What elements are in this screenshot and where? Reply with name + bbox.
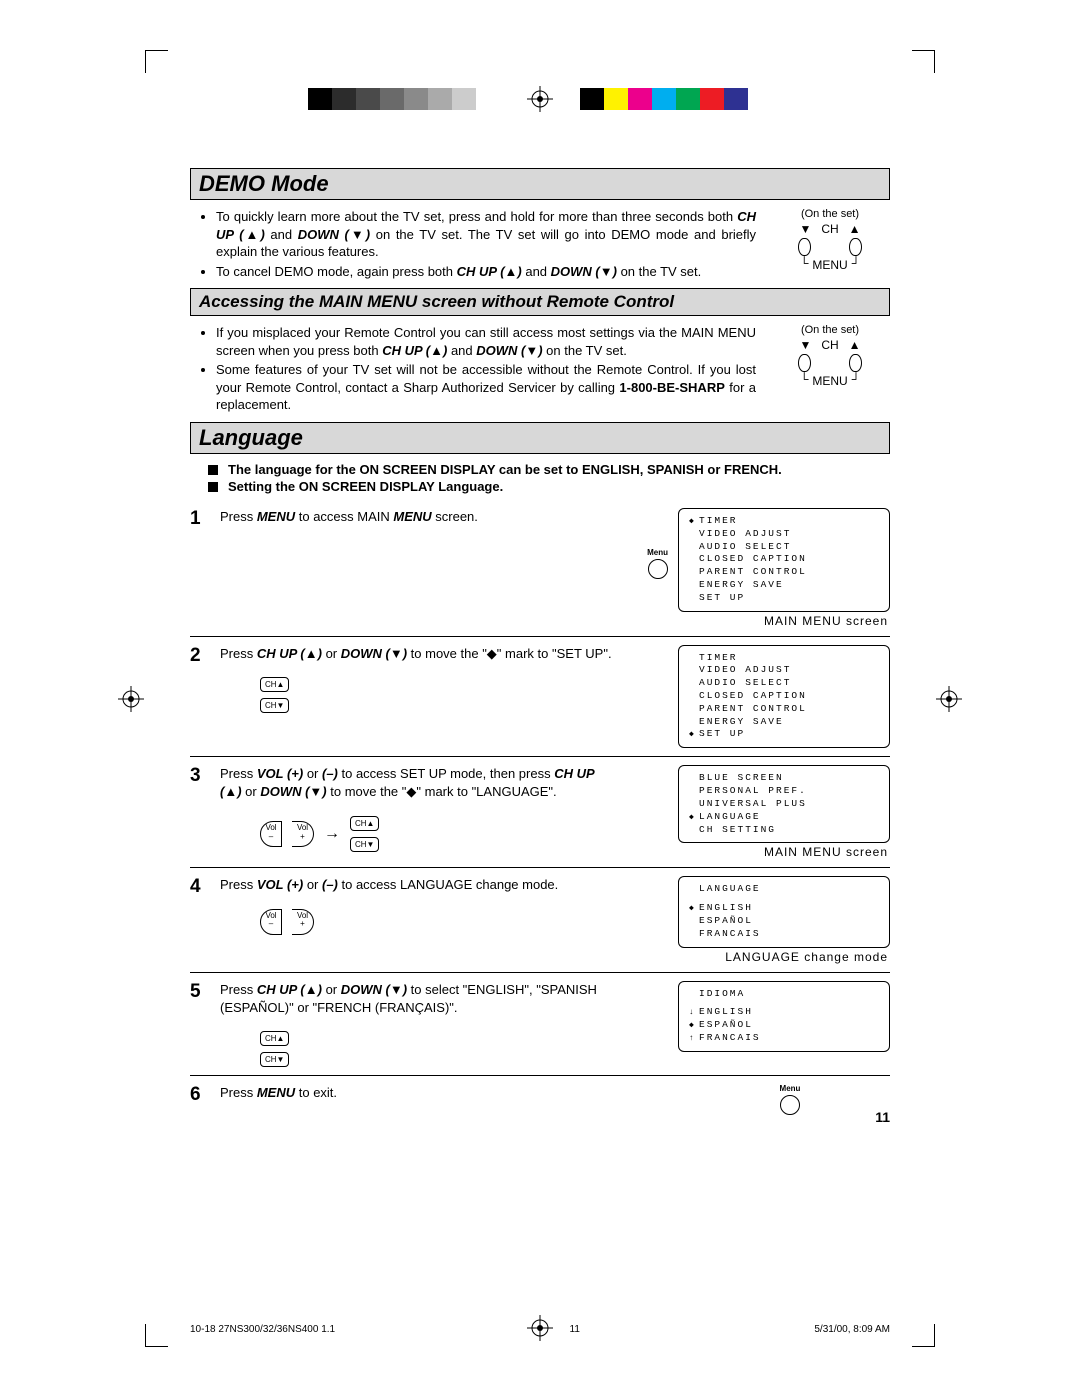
crop-mark: [912, 50, 935, 73]
osd-screen: TIMERVIDEO ADJUSTAUDIO SELECTCLOSED CAPT…: [678, 508, 890, 612]
page-number: 11: [875, 1109, 890, 1125]
step-row: 5Press CH UP (▲) or DOWN (▼) to select "…: [190, 973, 890, 1077]
registration-mark-icon: [936, 686, 962, 712]
registration-mark-icon: [527, 86, 553, 112]
step-diagram: BLUE SCREENPERSONAL PREF.UNIVERSAL PLUSL…: [630, 765, 890, 859]
step-text: Press VOL (+) or (–) to access LANGUAGE …: [220, 876, 622, 963]
footer: 10-18 27NS300/32/36NS400 1.1 11 5/31/00,…: [190, 1324, 890, 1335]
section-header-access: Accessing the MAIN MENU screen without R…: [190, 288, 890, 316]
footer-filename: 10-18 27NS300/32/36NS400 1.1: [190, 1324, 335, 1335]
step-text: Press MENU to access MAIN MENU screen.: [220, 508, 622, 628]
crop-mark: [145, 50, 168, 73]
section-header-language: Language: [190, 422, 890, 454]
step-diagram: Menu: [630, 1084, 890, 1116]
crop-mark: [145, 1324, 168, 1347]
footer-page: 11: [570, 1324, 580, 1335]
step-number: 2: [190, 645, 212, 749]
osd-caption: LANGUAGE change mode: [630, 950, 890, 964]
step-diagram: IDIOMA↓ENGLISHESPAÑOL↑FRANCAIS: [630, 981, 890, 1068]
demo-bullets: To quickly learn more about the TV set, …: [190, 208, 756, 282]
step-row: 6Press MENU to exit.Menu: [190, 1076, 890, 1124]
tv-set-diagram: (On the set) ▼CH▲ └MENU┘: [770, 208, 890, 282]
step-text: Press VOL (+) or (–) to access SET UP mo…: [220, 765, 622, 859]
step-row: 1Press MENU to access MAIN MENU screen.M…: [190, 500, 890, 637]
step-text: Press CH UP (▲) or DOWN (▼) to select "E…: [220, 981, 622, 1068]
step-number: 6: [190, 1084, 212, 1116]
step-row: 3Press VOL (+) or (–) to access SET UP m…: [190, 757, 890, 868]
step-text: Press MENU to exit.: [220, 1084, 622, 1116]
osd-screen: LANGUAGEENGLISHESPAÑOLFRANCAIS: [678, 876, 890, 947]
step-row: 4Press VOL (+) or (–) to access LANGUAGE…: [190, 868, 890, 972]
step-number: 1: [190, 508, 212, 628]
osd-caption: MAIN MENU screen: [630, 845, 890, 859]
tv-set-diagram: (On the set) ▼CH▲ └MENU┘: [770, 324, 890, 416]
registration-mark-icon: [118, 686, 144, 712]
osd-caption: MAIN MENU screen: [630, 614, 890, 628]
step-diagram: MenuTIMERVIDEO ADJUSTAUDIO SELECTCLOSED …: [630, 508, 890, 628]
section-header-demo: DEMO Mode: [190, 168, 890, 200]
step-diagram: TIMERVIDEO ADJUSTAUDIO SELECTCLOSED CAPT…: [630, 645, 890, 749]
step-number: 5: [190, 981, 212, 1068]
osd-screen: IDIOMA↓ENGLISHESPAÑOL↑FRANCAIS: [678, 981, 890, 1052]
page-content: DEMO Mode To quickly learn more about th…: [190, 168, 890, 1125]
access-bullets: If you misplaced your Remote Control you…: [190, 324, 756, 416]
step-text: Press CH UP (▲) or DOWN (▼) to move the …: [220, 645, 622, 749]
osd-screen: BLUE SCREENPERSONAL PREF.UNIVERSAL PLUSL…: [678, 765, 890, 843]
steps-list: 1Press MENU to access MAIN MENU screen.M…: [190, 500, 890, 1125]
crop-mark: [912, 1324, 935, 1347]
manual-page: DEMO Mode To quickly learn more about th…: [0, 0, 1080, 1397]
step-number: 3: [190, 765, 212, 859]
footer-timestamp: 5/31/00, 8:09 AM: [814, 1324, 890, 1335]
language-intro: The language for the ON SCREEN DISPLAY c…: [208, 462, 890, 494]
step-row: 2Press CH UP (▲) or DOWN (▼) to move the…: [190, 637, 890, 758]
step-number: 4: [190, 876, 212, 963]
step-diagram: LANGUAGEENGLISHESPAÑOLFRANCAIS LANGUAGE c…: [630, 876, 890, 963]
osd-screen: TIMERVIDEO ADJUSTAUDIO SELECTCLOSED CAPT…: [678, 645, 890, 749]
